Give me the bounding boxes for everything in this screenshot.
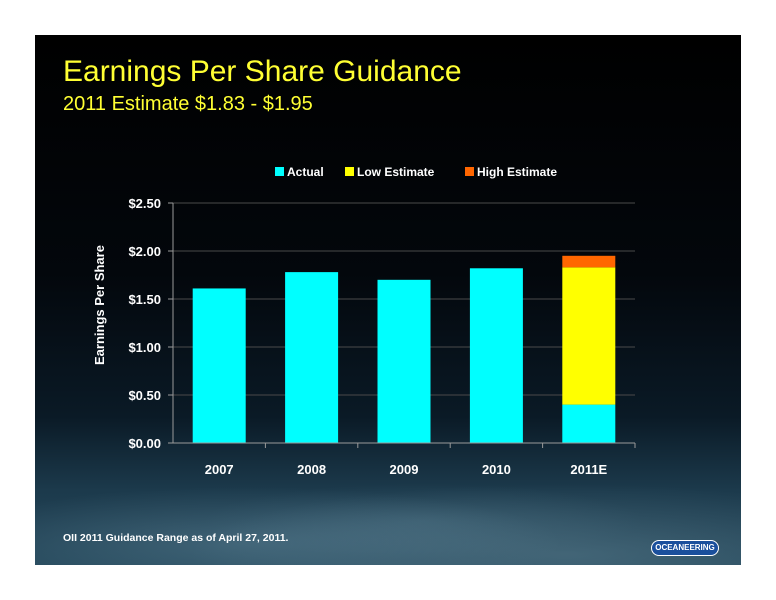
oceaneering-logo: OCEANEERING	[651, 540, 719, 556]
slide-background: Earnings Per Share Guidance 2011 Estimat…	[35, 35, 741, 565]
y-tick-label: $1.00	[128, 340, 161, 355]
y-tick-label: $1.50	[128, 292, 161, 307]
legend-swatch	[345, 167, 354, 176]
y-tick-label: $2.00	[128, 244, 161, 259]
slide-subtitle: 2011 Estimate $1.83 - $1.95	[63, 93, 313, 115]
legend-label: Actual	[287, 165, 324, 179]
y-tick-label: $2.50	[128, 196, 161, 211]
x-tick-label: 2011E	[570, 462, 607, 477]
bar-actual	[469, 268, 523, 443]
bar-actual	[377, 279, 431, 443]
bar-low-estimate	[562, 267, 616, 405]
legend-label: High Estimate	[477, 165, 557, 179]
legend-swatch	[465, 167, 474, 176]
bar-actual	[285, 272, 339, 443]
x-tick-label: 2008	[297, 462, 326, 477]
bar-actual	[192, 288, 246, 443]
eps-bar-chart: $0.00 $0.50 $1.00 $1.50 $2.00 $2.50 2007 2008 20…	[92, 165, 636, 477]
x-tick-label: 2010	[482, 462, 511, 477]
seafloor-image	[35, 455, 741, 565]
x-tick-label: 2009	[390, 462, 419, 477]
guidance-footnote: OII 2011 Guidance Range as of April 27, …	[63, 532, 289, 544]
y-tick-label: $0.50	[128, 388, 161, 403]
bar-high-estimate	[562, 255, 616, 268]
x-tick-label: 2007	[205, 462, 234, 477]
legend-swatch	[275, 167, 284, 176]
legend-label: Low Estimate	[357, 165, 435, 179]
y-tick-label: $0.00	[128, 436, 161, 451]
bar-actual	[562, 404, 616, 443]
slide-title: Earnings Per Share Guidance	[63, 55, 462, 88]
y-axis-title: Earnings Per Share	[92, 245, 107, 365]
